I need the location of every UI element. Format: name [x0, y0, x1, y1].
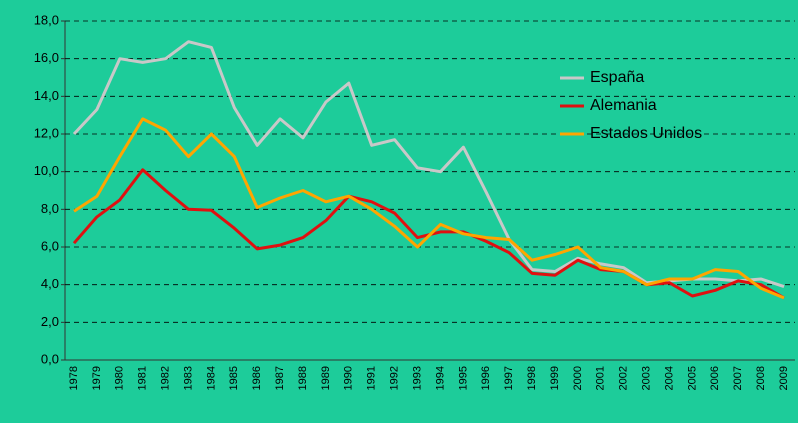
series-line — [73, 117, 785, 300]
x-tick-label: 1999 — [549, 366, 561, 390]
legend-label: España — [590, 69, 644, 86]
x-tick-label: 1994 — [434, 366, 446, 390]
x-tick-label: 1979 — [91, 366, 103, 390]
y-tick-label: 12,0 — [34, 125, 59, 140]
x-tick-label: 1990 — [343, 366, 355, 390]
y-tick-label: 14,0 — [34, 88, 59, 103]
x-tick-label: 2008 — [755, 366, 767, 390]
y-tick-label: 0,0 — [41, 351, 59, 366]
series-line — [72, 40, 785, 289]
x-tick-label: 2007 — [732, 366, 744, 390]
x-tick-label: 2003 — [640, 366, 652, 390]
y-tick-label: 16,0 — [34, 50, 59, 65]
x-tick-label: 2004 — [663, 366, 675, 390]
x-tick-label: 1997 — [503, 366, 515, 390]
y-tick-label: 18,0 — [34, 12, 59, 27]
y-tick-label: 4,0 — [41, 276, 59, 291]
x-tick-label: 1995 — [457, 366, 469, 390]
y-tick-label: 8,0 — [41, 201, 59, 216]
x-tick-label: 1983 — [182, 366, 194, 390]
x-tick-label: 1996 — [480, 366, 492, 390]
x-tick-label: 1988 — [297, 366, 309, 390]
x-tick-label: 1987 — [274, 366, 286, 390]
x-tick-label: 1993 — [411, 366, 423, 390]
y-tick-label: 2,0 — [41, 314, 59, 329]
legend-label: Estados Unidos — [590, 125, 702, 142]
y-tick-label: 6,0 — [41, 238, 59, 253]
x-tick-label: 1998 — [526, 366, 538, 390]
x-tick-label: 1980 — [114, 366, 126, 390]
y-tick-label: 10,0 — [34, 163, 59, 178]
x-tick-label: 1985 — [228, 366, 240, 390]
x-tick-label: 2002 — [618, 366, 630, 390]
x-tick-label: 2005 — [686, 366, 698, 390]
x-tick-label: 1982 — [160, 366, 172, 390]
x-tick-label: 2000 — [572, 366, 584, 390]
x-tick-label: 2001 — [595, 366, 607, 390]
x-tick-label: 1981 — [137, 366, 149, 390]
x-tick-label: 1992 — [389, 366, 401, 390]
x-tick-label: 1978 — [68, 366, 80, 390]
x-tick-label: 1986 — [251, 366, 263, 390]
legend-label: Alemania — [590, 97, 657, 114]
x-tick-label: 1989 — [320, 366, 332, 390]
x-tick-label: 2009 — [778, 366, 790, 390]
x-tick-label: 2006 — [709, 366, 721, 390]
x-tick-label: 1991 — [366, 366, 378, 390]
x-tick-label: 1984 — [205, 366, 217, 390]
